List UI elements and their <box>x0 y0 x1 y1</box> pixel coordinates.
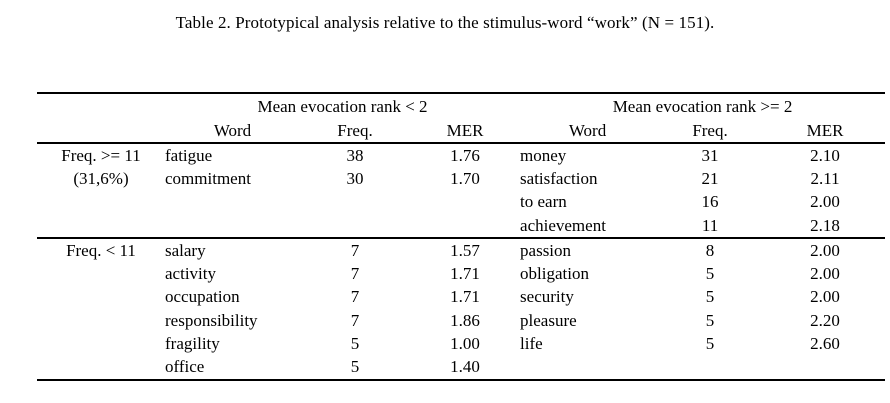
mer-cell <box>410 191 520 214</box>
row-group-label <box>37 214 165 238</box>
mer-cell: 2.10 <box>810 145 840 165</box>
freq-cell: 7 <box>300 237 410 263</box>
word-cell: passion <box>520 237 656 263</box>
mer-cell: 2.00 <box>810 264 840 284</box>
freq-cell: 16 <box>701 192 719 212</box>
corner-empty-cell <box>37 119 165 144</box>
freq-cell <box>300 214 410 238</box>
word-cell: fragility <box>165 334 220 354</box>
freq-cell: 5 <box>350 334 360 354</box>
table-row: responsibility 7 1.86 pleasure 5 2.20 <box>37 309 885 332</box>
row-group-label <box>37 191 165 214</box>
word-cell: security <box>520 287 574 307</box>
column-header-word-left: Word <box>165 119 300 144</box>
freq-cell: 7 <box>350 264 360 284</box>
word-cell: office <box>165 355 300 381</box>
freq-cell: 21 <box>701 168 719 188</box>
mer-cell: 1.86 <box>450 310 480 330</box>
mer-cell: 1.00 <box>450 334 480 354</box>
row-group-label: Freq. >= 11 <box>61 145 141 165</box>
word-cell: responsibility <box>165 310 258 330</box>
row-group-label: Freq. < 11 <box>37 237 165 263</box>
column-header-word-right: Word <box>520 119 656 144</box>
row-group-label <box>37 309 165 332</box>
freq-cell: 30 <box>346 168 364 188</box>
column-header-mer-right: MER <box>765 119 886 144</box>
word-cell: activity <box>165 264 216 284</box>
word-cell: fatigue <box>165 145 213 165</box>
word-cell: obligation <box>520 264 589 284</box>
row-group-label <box>37 286 165 309</box>
mer-cell: 1.76 <box>450 145 480 165</box>
column-header-freq-left: Freq. <box>300 119 410 144</box>
column-header-row: Word Freq. MER Word Freq. MER <box>37 119 886 144</box>
mer-cell: 2.11 <box>810 168 840 188</box>
table-row: fragility 5 1.00 life 5 2.60 <box>37 332 885 355</box>
freq-cell: 31 <box>701 145 719 165</box>
column-header-freq-right: Freq. <box>655 119 766 144</box>
table-row: occupation 7 1.71 security 5 2.00 <box>37 286 885 309</box>
table-row: Freq. < 11 salary 7 1.57 passion 8 2.00 <box>37 237 886 263</box>
freq-cell: 5 <box>705 334 715 354</box>
prototypical-analysis-table: Mean evocation rank < 2 Mean evocation r… <box>37 92 886 381</box>
word-cell: occupation <box>165 287 240 307</box>
mer-cell: 1.40 <box>410 355 521 381</box>
corner-empty-cell <box>37 92 165 119</box>
freq-cell: 11 <box>701 215 719 235</box>
row-group-label <box>37 262 165 285</box>
column-header-mer-left: MER <box>410 119 521 144</box>
freq-cell: 7 <box>350 310 360 330</box>
word-cell <box>165 191 300 214</box>
section-freq-lt-11: Freq. < 11 salary 7 1.57 passion 8 2.00 … <box>37 237 886 381</box>
mer-cell <box>410 214 520 238</box>
table-row: to earn 16 2.00 <box>37 191 885 214</box>
mer-cell: 1.71 <box>450 264 480 284</box>
group-header-right: Mean evocation rank >= 2 <box>520 92 886 119</box>
word-cell: to earn <box>520 192 567 212</box>
freq-cell: 5 <box>300 355 410 381</box>
table-row: achievement 11 2.18 <box>37 214 885 238</box>
word-cell: money <box>520 145 567 165</box>
table-row: (31,6%) commitment 30 1.70 satisfaction … <box>37 167 885 190</box>
word-cell: life <box>520 334 543 354</box>
table-row: activity 7 1.71 obligation 5 2.00 <box>37 262 885 285</box>
group-header-row: Mean evocation rank < 2 Mean evocation r… <box>37 92 886 119</box>
word-cell <box>520 355 656 381</box>
freq-cell: 7 <box>350 287 360 307</box>
mer-cell: 2.18 <box>810 215 840 235</box>
table-row: Freq. >= 11 fatigue 38 1.76 money 31 2.1… <box>37 143 885 167</box>
group-header-left: Mean evocation rank < 2 <box>165 92 521 119</box>
row-group-label <box>37 355 165 381</box>
mer-cell: 2.60 <box>810 334 840 354</box>
mer-cell: 2.00 <box>810 192 840 212</box>
freq-cell <box>300 191 410 214</box>
row-group-label: (31,6%) <box>73 168 129 188</box>
table-row: office 5 1.40 <box>37 355 886 381</box>
table-caption: Table 2. Prototypical analysis relative … <box>175 13 715 32</box>
word-cell: satisfaction <box>520 168 598 188</box>
word-cell: achievement <box>520 215 606 235</box>
mer-cell: 1.57 <box>410 237 521 263</box>
freq-cell: 5 <box>705 310 715 330</box>
mer-cell: 1.70 <box>450 168 480 188</box>
mer-cell: 2.00 <box>810 287 840 307</box>
freq-cell: 5 <box>705 264 715 284</box>
mer-cell: 2.00 <box>765 237 886 263</box>
row-group-label <box>37 332 165 355</box>
freq-cell <box>655 355 766 381</box>
word-cell: salary <box>165 237 300 263</box>
mer-cell <box>765 355 886 381</box>
word-cell: commitment <box>165 168 251 188</box>
word-cell <box>165 214 300 238</box>
mer-cell: 2.20 <box>810 310 840 330</box>
freq-cell: 8 <box>655 237 766 263</box>
mer-cell: 1.71 <box>450 287 480 307</box>
freq-cell: 38 <box>346 145 364 165</box>
word-cell: pleasure <box>520 310 577 330</box>
section-freq-ge-11: Freq. >= 11 fatigue 38 1.76 money 31 2.1… <box>37 143 885 238</box>
freq-cell: 5 <box>705 287 715 307</box>
